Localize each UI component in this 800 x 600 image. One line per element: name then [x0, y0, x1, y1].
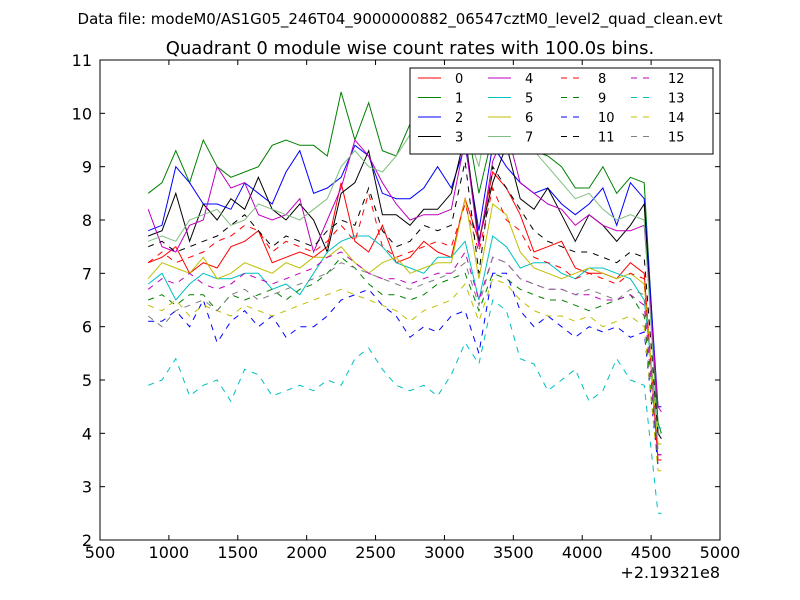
y-tick-label-3: 5 — [82, 371, 92, 390]
y-tick-label-7: 9 — [82, 158, 92, 177]
legend-label-2: 2 — [455, 111, 463, 126]
legend-label-4: 4 — [525, 72, 533, 87]
legend-label-6: 6 — [525, 111, 533, 126]
legend-label-5: 5 — [525, 92, 533, 107]
series-line-8 — [147, 186, 662, 456]
legend-label-7: 7 — [525, 131, 533, 146]
legend-box — [409, 67, 714, 155]
legend-label-9: 9 — [598, 92, 606, 107]
x-tick-label-2: 1500 — [217, 543, 258, 562]
chart-suptitle: Data file: modeM0/AS1G05_246T04_90000008… — [78, 10, 723, 29]
y-tick-label-4: 6 — [82, 318, 92, 337]
series-line-15 — [147, 256, 662, 450]
legend-label-10: 10 — [598, 111, 615, 126]
legend-label-1: 1 — [455, 92, 463, 107]
series-line-9 — [148, 256, 662, 466]
series-line-6 — [147, 198, 662, 445]
x-tick-label-6: 3500 — [493, 543, 534, 562]
chart-title: Quadrant 0 module wise count rates with … — [166, 38, 655, 59]
series-line-10 — [148, 272, 662, 466]
x-tick-label-8: 4500 — [631, 543, 672, 562]
series-line-14 — [148, 278, 662, 472]
plot-frame — [99, 59, 721, 541]
series-line-3 — [148, 134, 662, 439]
x-tick-label-0: 500 — [85, 543, 116, 562]
legend-label-15: 15 — [668, 131, 685, 146]
x-tick-label-7: 4000 — [562, 543, 603, 562]
legend-label-11: 11 — [598, 131, 615, 146]
x-tick-label-9: 5000 — [700, 543, 741, 562]
legend-label-12: 12 — [668, 72, 685, 87]
y-tick-label-8: 10 — [72, 104, 92, 123]
legend-label-0: 0 — [455, 72, 463, 87]
series-line-4 — [147, 127, 662, 413]
x-tick-label-4: 2500 — [355, 543, 396, 562]
x-tick-label-5: 3000 — [424, 543, 465, 562]
series-line-12 — [147, 250, 662, 456]
legend-label-13: 13 — [668, 92, 685, 107]
x-tick-label-1: 1000 — [149, 543, 190, 562]
x-offset-label: +2.19321e8 — [620, 563, 720, 582]
y-tick-label-9: 11 — [72, 51, 92, 70]
y-tick-label-5: 7 — [82, 264, 92, 283]
x-tick-label-3: 2000 — [286, 543, 327, 562]
series-line-5 — [147, 235, 662, 429]
legend-label-14: 14 — [668, 111, 685, 126]
series-line-2 — [148, 143, 662, 408]
series-layer — [147, 80, 662, 514]
y-tick-label-1: 3 — [82, 478, 92, 497]
y-tick-label-0: 2 — [82, 531, 92, 550]
legend-label-8: 8 — [598, 72, 606, 87]
series-line-13 — [148, 299, 662, 514]
y-tick-label-2: 4 — [82, 424, 92, 443]
ticks-layer: 500 1000 1500 2000 2500 3000 3500 4000 4500 5000 2… — [72, 51, 741, 562]
legend-label-3: 3 — [455, 131, 463, 146]
series-line-11 — [148, 161, 662, 434]
y-tick-label-6: 8 — [82, 211, 92, 230]
